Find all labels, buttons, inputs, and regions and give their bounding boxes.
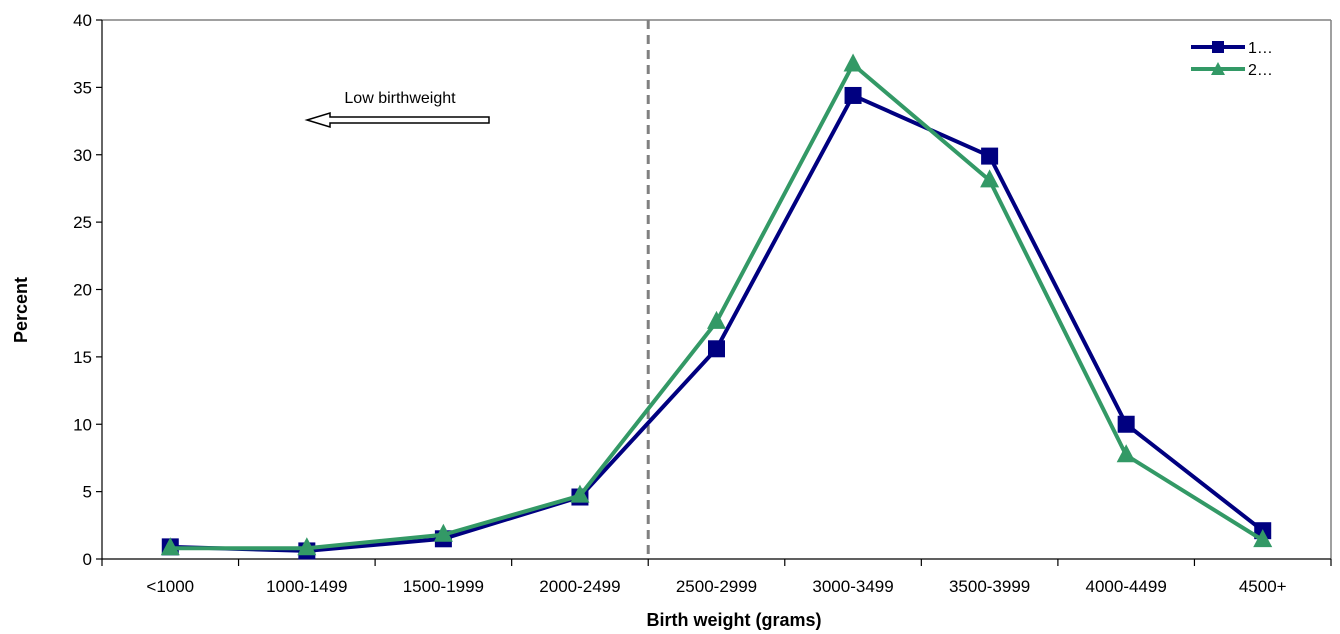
series-2 <box>160 53 1273 556</box>
legend-label-series-2: 2… <box>1248 62 1273 79</box>
series-2-point <box>843 53 863 72</box>
series-2-line <box>170 62 1264 551</box>
series-1-point <box>708 340 725 358</box>
y-tick-label: 35 <box>73 78 92 97</box>
x-tick-label: <1000 <box>146 577 194 596</box>
x-axis-title: Birth weight (grams) <box>646 610 821 630</box>
x-tick-label: 2500-2999 <box>676 577 757 596</box>
legend-marker-series-1 <box>1212 41 1224 53</box>
y-tick-label: 5 <box>83 483 92 502</box>
y-axis-title: Percent <box>11 277 31 343</box>
series-1-point <box>1117 415 1135 433</box>
legend: 1… 2… <box>1191 40 1273 79</box>
x-tick-label: 1000-1499 <box>266 577 347 596</box>
y-tick-label: 25 <box>73 213 92 232</box>
y-tick-label: 0 <box>83 550 92 569</box>
series-2-point <box>297 537 317 556</box>
x-tick-label: 3500-3999 <box>949 577 1030 596</box>
y-tick-label: 20 <box>73 281 92 300</box>
y-axis-ticks: 0 5 10 15 20 25 30 35 40 <box>73 11 102 569</box>
series-1-point <box>844 86 862 104</box>
x-tick-label: 3000-3499 <box>812 577 893 596</box>
series-2-point <box>980 169 1000 188</box>
x-tick-label: 2000-2499 <box>539 577 620 596</box>
series-2-point <box>433 523 453 542</box>
y-tick-label: 30 <box>73 146 92 165</box>
annotation-label: Low birthweight <box>344 90 456 107</box>
low-birthweight-annotation: Low birthweight <box>304 90 490 129</box>
series-2-point <box>1253 529 1273 548</box>
x-tick-label: 1500-1999 <box>403 577 484 596</box>
series-2-point <box>160 537 180 556</box>
y-tick-label: 10 <box>73 415 92 434</box>
y-tick-label: 15 <box>73 348 92 367</box>
legend-marker-series-2 <box>1211 62 1225 75</box>
y-tick-label: 40 <box>73 11 92 30</box>
x-tick-label: 4000-4499 <box>1086 577 1167 596</box>
series-2-point <box>1116 444 1136 463</box>
legend-label-series-1: 1… <box>1248 40 1273 57</box>
series-layer <box>160 53 1273 560</box>
x-axis-ticks: <1000 1000-1499 1500-1999 2000-2499 2500-299… <box>101 559 1332 596</box>
series-2-point <box>570 484 590 503</box>
series-1-point <box>981 147 999 165</box>
series-2-point <box>707 310 726 329</box>
left-arrow-icon <box>304 111 490 129</box>
x-tick-label: 4500+ <box>1239 577 1287 596</box>
plot-frame <box>101 19 1332 560</box>
